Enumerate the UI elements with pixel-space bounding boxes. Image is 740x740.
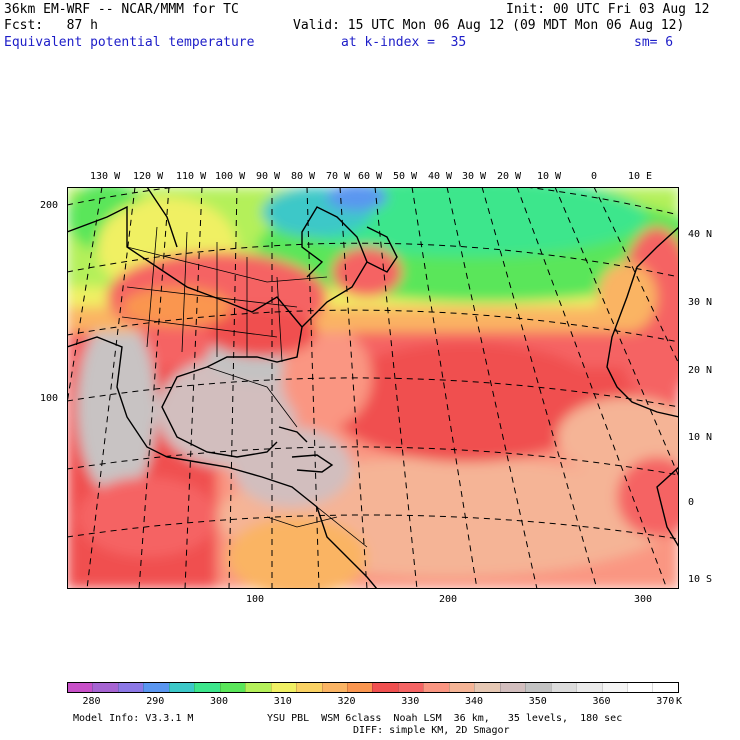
lon-label: 120 W xyxy=(133,171,164,182)
map-frame xyxy=(67,187,679,589)
grid-y-label-100: 100 xyxy=(40,393,59,404)
lon-label: 130 W xyxy=(90,171,121,182)
grid-y-label-200: 200 xyxy=(40,200,59,211)
colorbar-swatch xyxy=(321,683,347,692)
colorbar-swatch xyxy=(92,683,118,692)
colorbar-label: 290 xyxy=(146,696,165,707)
lon-label: 50 W xyxy=(393,171,418,182)
model-title: 36km EM-WRF -- NCAR/MMM for TC xyxy=(4,2,239,17)
lon-label: 20 W xyxy=(497,171,522,182)
colorbar-label: 360 xyxy=(592,696,611,707)
colorbar-swatch xyxy=(372,683,398,692)
coastlines xyxy=(67,187,679,589)
lon-label: 110 W xyxy=(176,171,207,182)
colorbar-swatch xyxy=(601,683,627,692)
grid-x-label-200: 200 xyxy=(439,594,458,605)
colorbar-swatch xyxy=(423,683,449,692)
colorbar-swatch xyxy=(397,683,424,692)
theta-e-map xyxy=(67,187,679,589)
map-canvas xyxy=(67,187,679,589)
colorbar-label: 370 xyxy=(656,696,675,707)
colorbar-swatch xyxy=(576,683,602,692)
forecast-hour: Fcst: 87 h xyxy=(4,18,98,33)
colorbar-label: 350 xyxy=(528,696,547,707)
lon-label: 30 W xyxy=(462,171,487,182)
colorbar-swatch xyxy=(474,683,500,692)
colorbar-swatch xyxy=(296,683,322,692)
lat-label: 0 xyxy=(688,497,695,508)
colorbar-label: 300 xyxy=(210,696,229,707)
level-info: at k-index = 35 xyxy=(341,35,467,50)
lon-label: 0 xyxy=(591,171,598,182)
init-time: Init: 00 UTC Fri 03 Aug 12 xyxy=(506,2,710,17)
colorbar-swatch xyxy=(117,683,144,692)
colorbar-swatch xyxy=(245,683,271,692)
lon-label: 10 W xyxy=(537,171,562,182)
lat-label: 10 N xyxy=(688,432,713,443)
colorbar-label: 320 xyxy=(337,696,356,707)
colorbar-swatch xyxy=(270,683,297,692)
grid-x-label-100: 100 xyxy=(246,594,265,605)
boundaries xyxy=(121,226,368,548)
physics-info: YSU PBL WSM 6class Noah LSM 36 km, 35 le… xyxy=(267,713,623,724)
colorbar-swatch xyxy=(168,683,195,692)
colorbar-swatch xyxy=(626,683,653,692)
diffusion-info: DIFF: simple KM, 2D Smagor xyxy=(353,725,510,736)
valid-time: Valid: 15 UTC Mon 06 Aug 12 (09 MDT Mon … xyxy=(293,18,685,33)
colorbar-swatch xyxy=(68,683,93,692)
colorbar-swatch xyxy=(525,683,551,692)
colorbar-swatch xyxy=(194,683,220,692)
grid-x-label-300: 300 xyxy=(634,594,653,605)
lat-label: 10 S xyxy=(688,574,713,585)
lat-label: 30 N xyxy=(688,297,713,308)
colorbar-label: 330 xyxy=(401,696,420,707)
field-name: Equivalent potential temperature xyxy=(4,35,255,50)
colorbar-label: 310 xyxy=(273,696,292,707)
smoothing-info: sm= 6 xyxy=(634,35,674,50)
lon-label: 10 E xyxy=(628,171,653,182)
colorbar-label: 340 xyxy=(465,696,484,707)
graticule xyxy=(67,187,679,589)
colorbar-swatch xyxy=(346,683,373,692)
colorbar-label: 280 xyxy=(82,696,101,707)
colorbar-swatch xyxy=(448,683,475,692)
colorbar-unit: K xyxy=(676,696,683,707)
lon-label: 100 W xyxy=(215,171,246,182)
lat-label: 20 N xyxy=(688,365,713,376)
lon-label: 90 W xyxy=(256,171,281,182)
model-info: Model Info: V3.3.1 M xyxy=(73,713,194,724)
colorbar-swatch xyxy=(652,683,678,692)
lat-label: 40 N xyxy=(688,229,713,240)
colorbar-swatch xyxy=(143,683,169,692)
lon-label: 60 W xyxy=(358,171,383,182)
temperature-field xyxy=(67,187,679,589)
lon-label: 70 W xyxy=(326,171,351,182)
colorbar xyxy=(67,682,679,693)
lon-label: 80 W xyxy=(291,171,316,182)
colorbar-swatch xyxy=(219,683,246,692)
colorbar-swatch xyxy=(550,683,577,692)
colorbar-swatch xyxy=(499,683,526,692)
lon-label: 40 W xyxy=(428,171,453,182)
